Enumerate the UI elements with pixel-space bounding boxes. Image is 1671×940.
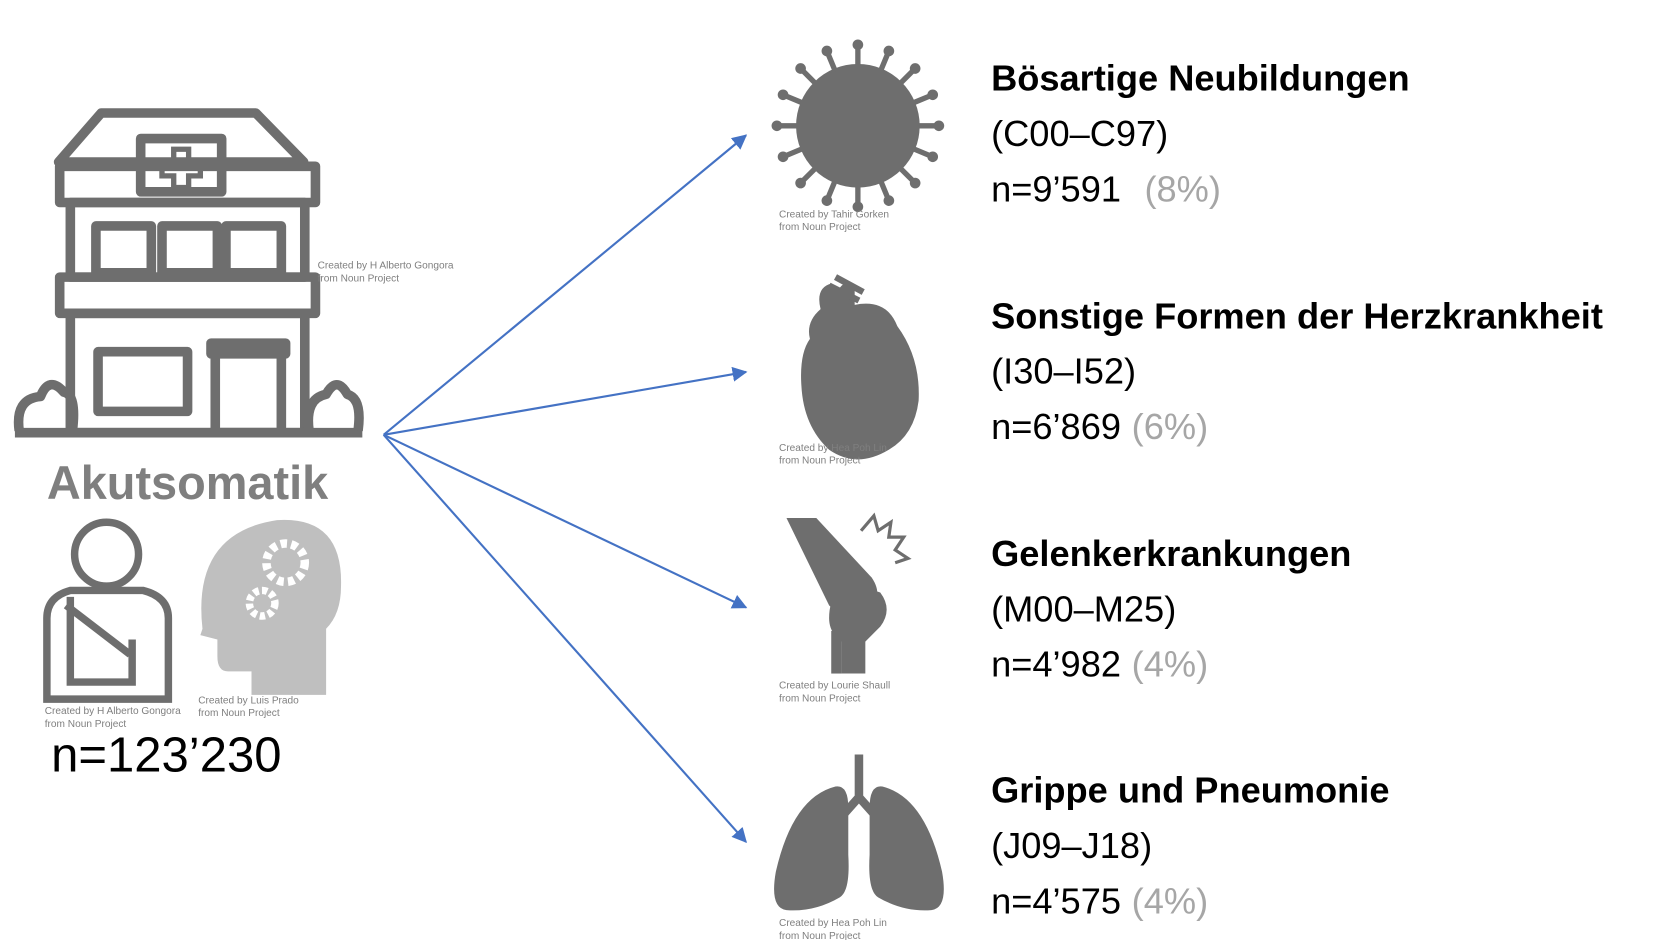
arrows: [382, 134, 748, 844]
virus-spike-tip: [933, 120, 945, 132]
virus-spike-tip: [795, 177, 806, 189]
arrow: [382, 434, 747, 844]
target-count-line: n=9’591 (8%): [991, 168, 1221, 209]
icon-credit: from Noun Project: [318, 273, 400, 284]
target-code: (M00–M25): [991, 588, 1176, 629]
patient-icon: [43, 518, 173, 703]
virus-spike-tip: [883, 45, 895, 57]
target-code: (J09–J18): [991, 825, 1152, 866]
icon-credit: from Noun Project: [779, 931, 861, 940]
icon-credit: Created by H Alberto Gongora: [45, 706, 181, 717]
virus-spike-tip: [883, 195, 895, 206]
virus-spike-tip: [821, 195, 833, 206]
virus-spike-tip: [821, 45, 833, 57]
virus-icon: [771, 39, 945, 213]
target-share: (4%): [1132, 880, 1208, 921]
virus-spike-tip: [777, 151, 789, 163]
icon-credit: from Noun Project: [45, 719, 127, 730]
icon-credit: Created by Tahir Gorken: [779, 209, 889, 220]
virus-spike-tip: [927, 89, 939, 101]
target-count-line: n=6’869 (6%): [991, 406, 1208, 447]
head-icon: [200, 519, 342, 695]
virus-spike-tip: [852, 39, 864, 51]
target-share: (4%): [1132, 644, 1208, 685]
target-title: Grippe und Pneumonie: [991, 769, 1389, 810]
icon-credit: Created by Luis Prado: [198, 695, 299, 706]
icon-credit: from Noun Project: [779, 693, 861, 704]
arrow: [383, 433, 748, 609]
virus-spike-tip: [927, 151, 939, 163]
heart-icon: [801, 274, 919, 460]
virus-spike-tip: [909, 177, 921, 189]
virus-spike-tip: [777, 89, 789, 101]
target-count: n=4’982: [991, 644, 1121, 685]
virus-spike-tip: [771, 120, 783, 132]
arrow: [382, 134, 748, 436]
joint-icon: [786, 512, 912, 674]
virus-spike-tip: [852, 201, 864, 213]
hospital-icon: [13, 108, 364, 438]
targets: Bösartige Neubildungen (C00–C97) n=9’591 (8…: [779, 58, 1603, 940]
target-code: (I30–I52): [991, 351, 1136, 392]
source-title: Akutsomatik: [47, 457, 329, 509]
target-share: (6%): [1132, 406, 1208, 447]
virus-spike-tip: [909, 63, 921, 74]
target-share: (8%): [1144, 168, 1220, 209]
icon-credit: Created by Hea Poh Lin: [779, 443, 887, 454]
icon-credit: from Noun Project: [779, 222, 861, 233]
target-count: n=6’869: [991, 406, 1121, 447]
target-title: Sonstige Formen der Herzkrankheit: [991, 295, 1603, 336]
target-code: (C00–C97): [991, 113, 1168, 154]
target-count: n=9’591: [991, 168, 1121, 209]
target-title: Gelenkerkrankungen: [991, 533, 1351, 574]
source-count: n=123’230: [51, 729, 281, 783]
icon-credit: Created by Lourie Shaull: [779, 680, 890, 691]
arrow: [383, 366, 748, 436]
target-count: n=4’575: [991, 880, 1121, 921]
lungs-icon: [774, 754, 944, 911]
icon-credit: Created by H Alberto Gongora: [318, 261, 454, 272]
icon-credit: from Noun Project: [779, 456, 861, 467]
target-count-line: n=4’982 (4%): [991, 644, 1208, 685]
target-count-line: n=4’575 (4%): [991, 880, 1208, 921]
virus-spike-tip: [795, 63, 806, 74]
target-title: Bösartige Neubildungen: [991, 58, 1410, 99]
icon-credit: Created by Hea Poh Lin: [779, 918, 887, 929]
icon-credit: from Noun Project: [198, 708, 280, 719]
